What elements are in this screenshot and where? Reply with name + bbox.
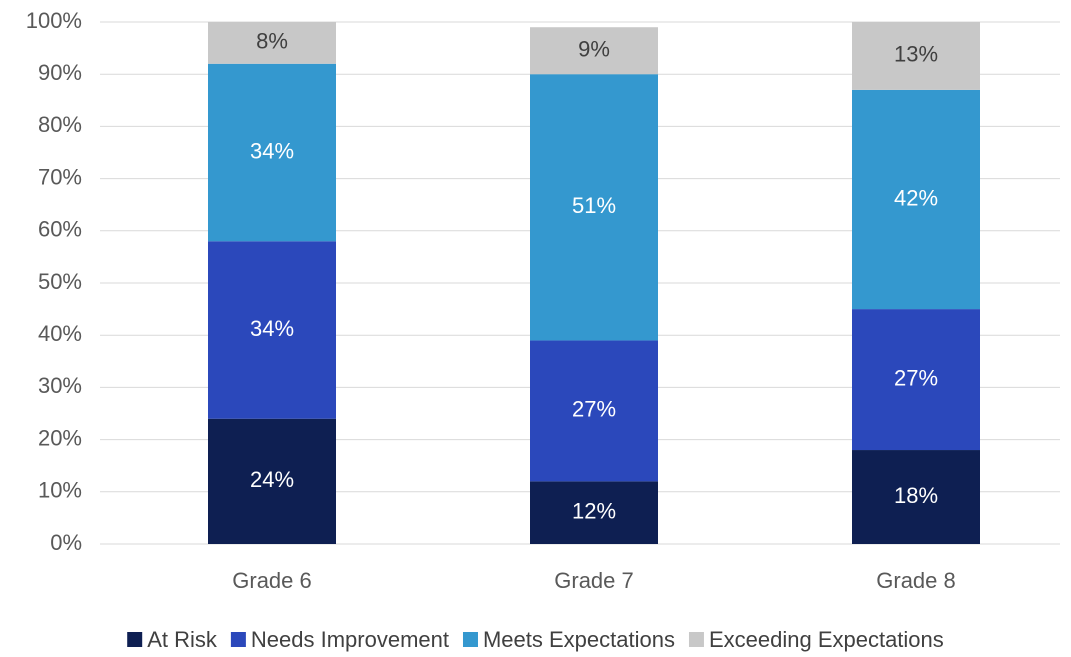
bar-segment: [208, 22, 336, 64]
data-label: 9%: [578, 37, 610, 62]
y-tick-label: 90%: [38, 60, 82, 85]
bar-segment: [530, 340, 658, 482]
y-tick-label: 70%: [38, 164, 82, 189]
bar-segment: [852, 22, 980, 90]
legend-swatch: [462, 632, 478, 647]
bar-segment: [208, 63, 336, 242]
y-tick-label: 0%: [50, 530, 82, 555]
legend-label: Meets Expectations: [483, 627, 675, 652]
legend-swatch: [688, 632, 704, 647]
bar-segment: [530, 27, 658, 75]
y-tick-label: 80%: [38, 112, 82, 137]
data-label: 8%: [256, 29, 288, 54]
legend-label: At Risk: [147, 627, 218, 652]
data-label: 13%: [894, 42, 938, 67]
y-tick-label: 50%: [38, 269, 82, 294]
bar-segment: [530, 74, 658, 341]
y-tick-label: 60%: [38, 217, 82, 242]
data-label: 24%: [250, 467, 294, 492]
legend-swatch: [230, 632, 246, 647]
legend-label: Exceeding Expectations: [709, 627, 944, 652]
bar-segment: [852, 309, 980, 451]
y-tick-label: 30%: [38, 373, 82, 398]
bar-segment: [208, 418, 336, 544]
y-tick-label: 20%: [38, 425, 82, 450]
bar-segment: [852, 89, 980, 310]
data-label: 18%: [894, 483, 938, 508]
y-tick-label: 10%: [38, 478, 82, 503]
legend-label: Needs Improvement: [251, 627, 449, 652]
bar-segment: [530, 481, 658, 544]
x-tick-label: Grade 6: [232, 568, 312, 593]
data-label: 34%: [250, 138, 294, 163]
legend-swatch: [127, 632, 143, 647]
data-label: 34%: [250, 316, 294, 341]
data-label: 42%: [894, 185, 938, 210]
data-label: 51%: [572, 193, 616, 218]
data-label: 12%: [572, 498, 616, 523]
data-label: 27%: [572, 397, 616, 422]
x-tick-label: Grade 8: [876, 568, 956, 593]
bar-segment: [852, 450, 980, 544]
bar-segment: [208, 241, 336, 419]
data-label: 27%: [894, 365, 938, 390]
y-tick-label: 40%: [38, 321, 82, 346]
y-tick-label: 100%: [26, 8, 82, 33]
x-tick-label: Grade 7: [554, 568, 634, 593]
